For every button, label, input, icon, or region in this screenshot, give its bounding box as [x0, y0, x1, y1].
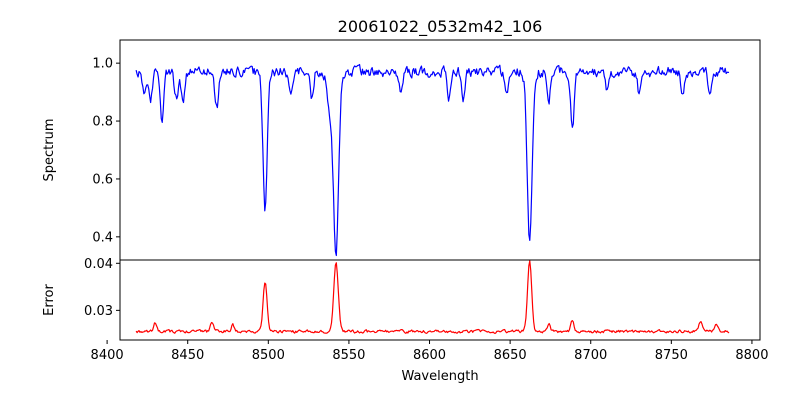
- error-plot-area: 0.03 0.04: [84, 257, 730, 335]
- spectrum-panel: 0.4 0.6 0.8 1.0 Spectrum: [42, 39, 761, 261]
- spectrum-y-tick-label: 0.4: [92, 230, 113, 245]
- spectrum-y-tick-label: 0.6: [92, 172, 113, 187]
- spectrum-y-tick-label: 0.8: [92, 115, 113, 130]
- error-series-line: [135, 260, 730, 335]
- error-panel: 0.03 0.04 Error: [42, 257, 761, 341]
- spectrum-y-tick-label: 1.0: [92, 57, 113, 72]
- error-y-tick-label: 0.03: [84, 304, 113, 319]
- x-tick-label: 8800: [735, 348, 768, 363]
- error-y-axis-label: Error: [42, 284, 57, 316]
- error-y-tick-label: 0.04: [84, 257, 113, 272]
- chart-title: 20061022_0532m42_106: [338, 17, 543, 37]
- x-tick-label: 8700: [574, 348, 607, 363]
- error-axes-frame: [119, 259, 761, 341]
- x-tick-label: 8650: [494, 348, 527, 363]
- x-tick-label: 8750: [655, 348, 688, 363]
- x-tick-label: 8600: [413, 348, 446, 363]
- x-tick-label: 8550: [332, 348, 365, 363]
- spectrum-series-line: [135, 63, 730, 257]
- x-tick-label: 8450: [171, 348, 204, 363]
- x-axis-label: Wavelength: [401, 369, 478, 384]
- spectrum-plot-area: 0.4 0.6 0.8 1.0: [92, 57, 730, 257]
- x-tick-label: 8500: [252, 348, 285, 363]
- x-tick-label: 8400: [91, 348, 124, 363]
- spectrum-y-axis-label: Spectrum: [42, 119, 57, 182]
- x-axis: 8400 8450 8500 8550 8600 8650 8700 8750 8800: [91, 340, 768, 363]
